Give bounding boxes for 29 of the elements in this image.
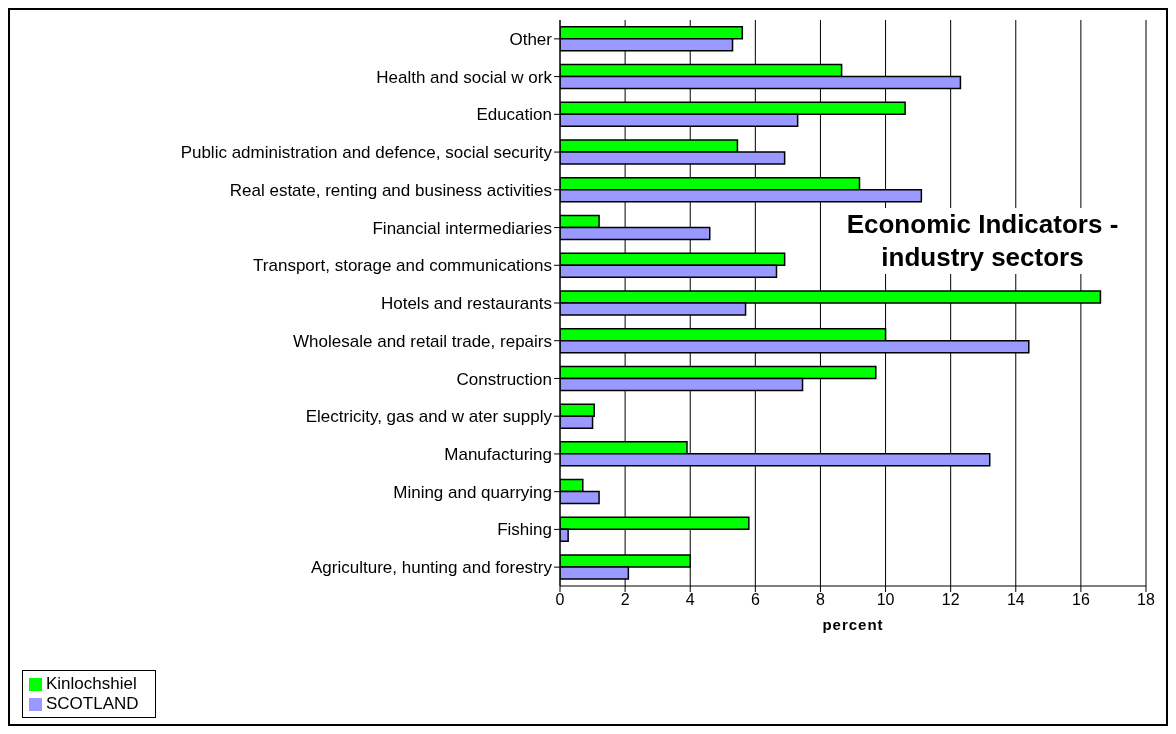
y-tick-label: Transport, storage and communications	[253, 256, 552, 276]
text: Economic Indicators - industry sectors	[840, 208, 1125, 274]
x-tick-label: 10	[876, 591, 895, 609]
y-tick-label: Health and social w ork	[376, 67, 553, 87]
y-tick-label: Public administration and defence, social security	[180, 143, 553, 163]
y-tick-label: Mining and quarrying	[393, 482, 552, 502]
y-tick-label: Fishing	[497, 520, 552, 540]
x-tick-label: 18	[1137, 591, 1155, 609]
y-tick-label: Construction	[456, 369, 552, 389]
x-tick-label: 16	[1071, 591, 1090, 609]
x-tick-label: 14	[1006, 591, 1025, 609]
y-tick-label: Financial intermediaries	[372, 218, 552, 238]
y-tick-label: Hotels and restaurants	[380, 294, 552, 314]
legend-label: Kinlochshiel	[46, 674, 137, 693]
x-tick-label: 8	[815, 591, 825, 609]
y-tick-label: Other	[509, 29, 553, 49]
legend-label: SCOTLAND	[46, 694, 139, 713]
x-tick-label: 2	[620, 591, 630, 609]
x-tick-label: 4	[685, 591, 695, 609]
x-tick-label: 12	[941, 591, 960, 609]
y-tick-label: Electricity, gas and w ater supply	[305, 407, 553, 427]
x-tick-label: 0	[555, 591, 565, 609]
y-tick-label: Manufacturing	[444, 444, 552, 464]
y-tick-label: Wholesale and retail trade, repairs	[293, 331, 552, 351]
x-axis-title: percent	[822, 616, 884, 633]
y-tick-label: Agriculture, hunting and forestry	[311, 558, 553, 578]
x-tick-label: 6	[750, 591, 760, 609]
y-tick-label: Education	[476, 105, 552, 125]
y-tick-label: Real estate, renting and business activities	[229, 180, 552, 200]
